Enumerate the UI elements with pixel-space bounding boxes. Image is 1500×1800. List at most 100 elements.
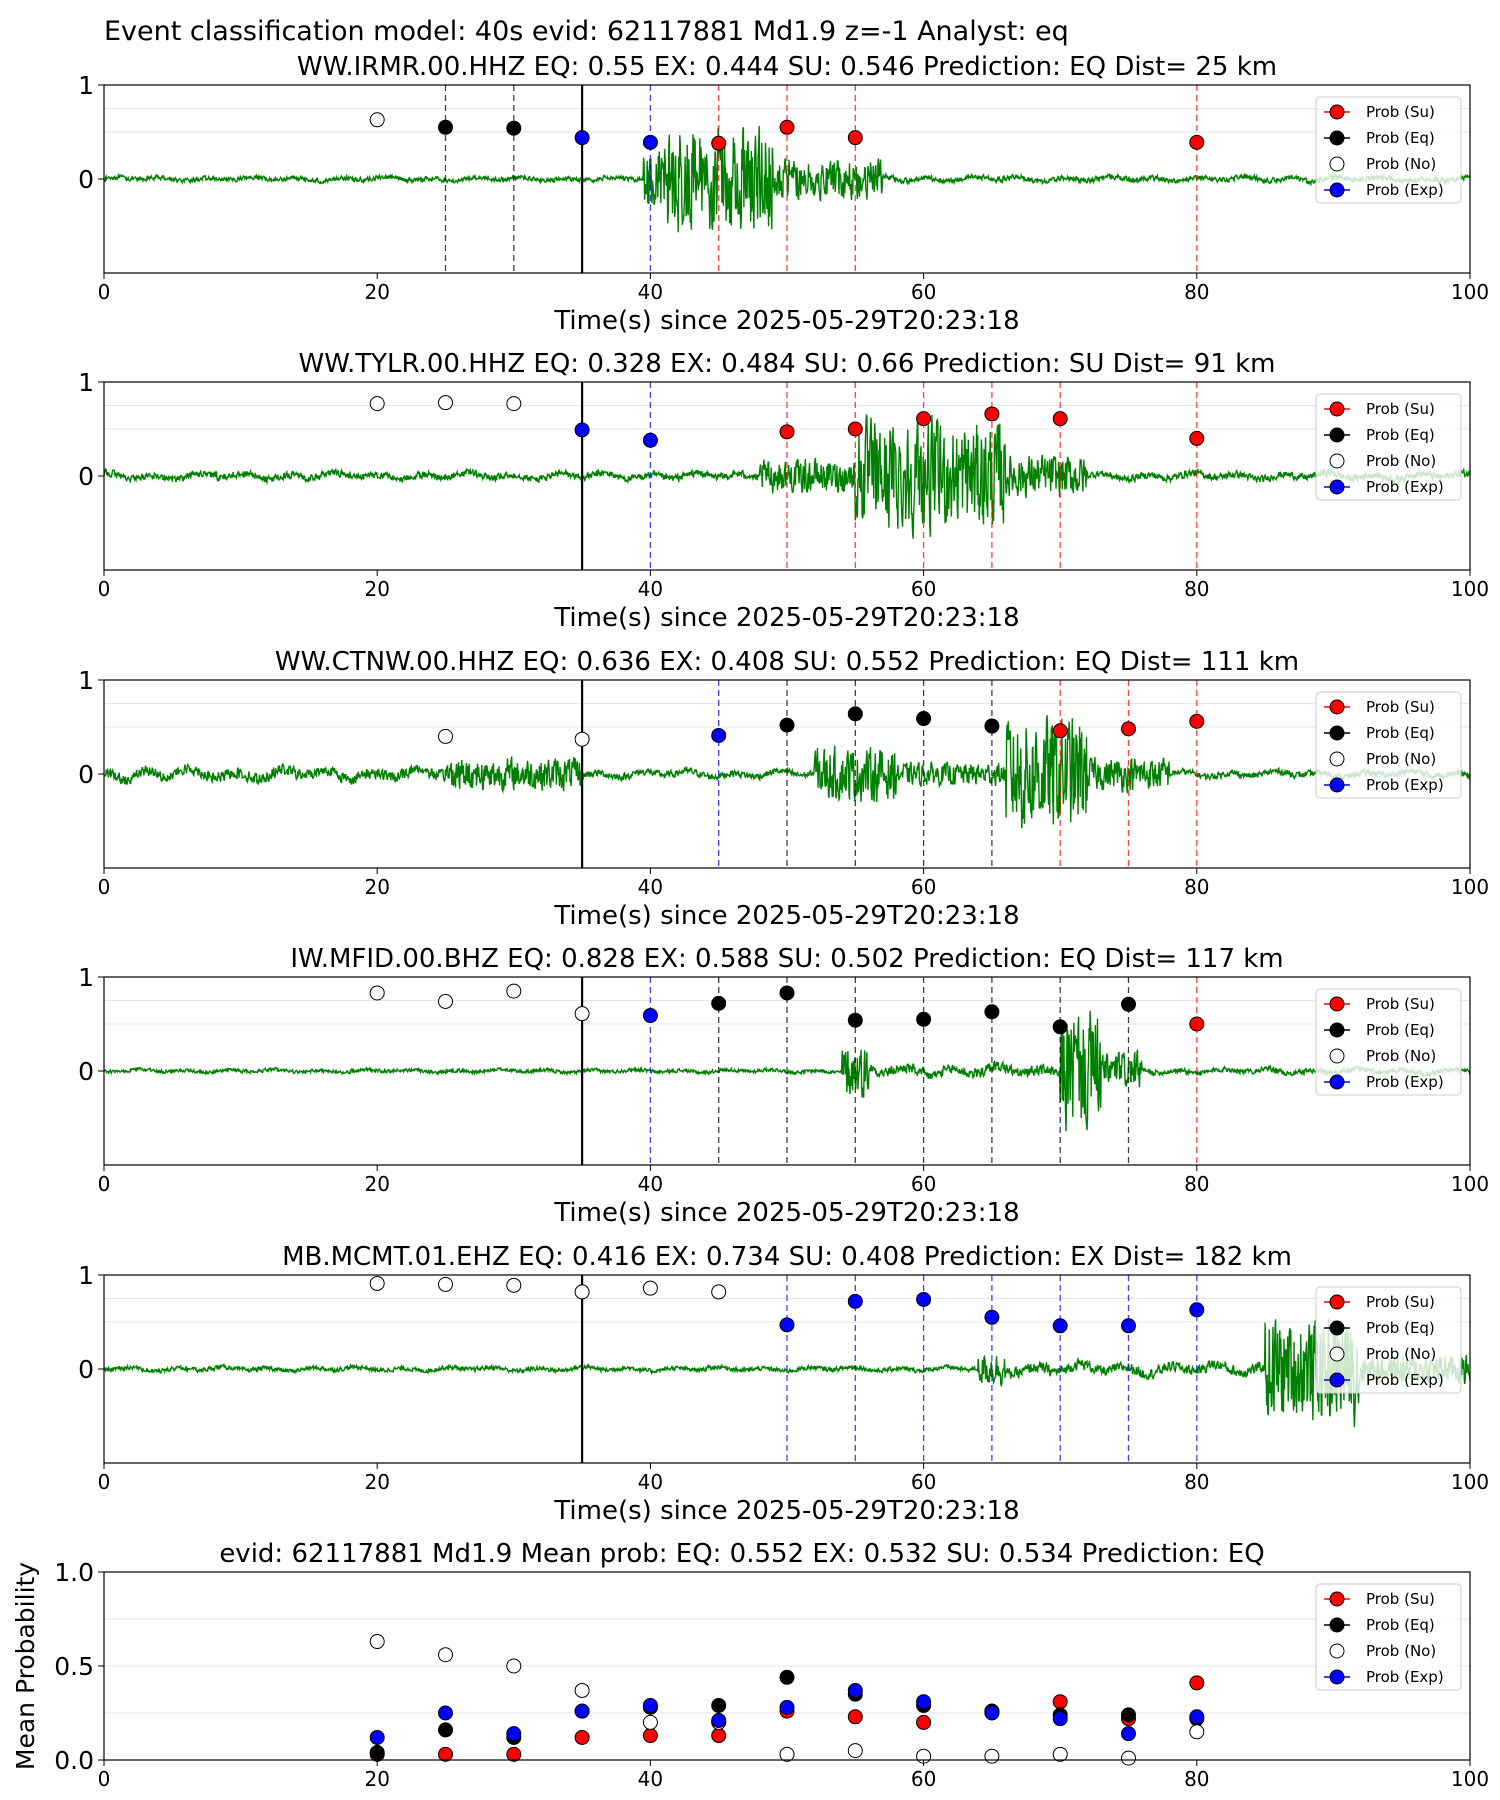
- legend-box: [1315, 691, 1462, 799]
- x-tick-label: 60: [911, 875, 936, 899]
- legend-marker-exp: [1329, 1669, 1345, 1685]
- mean-marker-eq: [779, 1669, 795, 1685]
- prob-marker-eq: [506, 120, 522, 136]
- x-tick-label: 20: [364, 280, 389, 304]
- mean-marker-exp: [779, 1699, 795, 1715]
- x-tick-label: 60: [911, 1767, 936, 1791]
- panel-4: IW.MFID.00.BHZ EQ: 0.828 EX: 0.588 SU: 0…: [78, 944, 1489, 1228]
- x-axis-label: Time(s) since 2025-05-29T20:23:18: [553, 1198, 1019, 1228]
- legend-label-su: Prob (Su): [1366, 698, 1435, 716]
- legend-label-no: Prob (No): [1366, 452, 1436, 470]
- prob-marker-eq: [847, 1012, 863, 1028]
- legend-marker-su: [1329, 699, 1345, 715]
- x-tick-label: 20: [364, 1172, 389, 1196]
- mean-marker-exp: [916, 1694, 932, 1710]
- mean-marker-eq: [1121, 1707, 1136, 1723]
- mean-marker-exp: [642, 1697, 658, 1713]
- legend-marker-su: [1329, 996, 1345, 1012]
- legend-label-no: Prob (No): [1366, 1047, 1436, 1065]
- y-tick-label: 0: [78, 1355, 94, 1384]
- legend-label-exp: Prob (Exp): [1366, 1073, 1444, 1091]
- legend-box: [1315, 988, 1462, 1096]
- legend-label-su: Prob (Su): [1366, 1590, 1435, 1608]
- prob-marker-eq: [916, 1011, 932, 1027]
- x-tick-label: 40: [638, 1172, 663, 1196]
- x-tick-label: 0: [98, 280, 111, 304]
- legend-marker-exp: [1329, 777, 1345, 793]
- mean-marker-eq: [369, 1744, 385, 1760]
- prob-marker-eq: [984, 1004, 1000, 1020]
- prob-marker-su: [984, 406, 1000, 422]
- prob-marker-eq: [711, 995, 727, 1011]
- mean-marker-no: [1052, 1746, 1068, 1762]
- y-tick-label: 1: [78, 666, 94, 695]
- x-tick-label: 40: [638, 1767, 663, 1791]
- prob-marker-no: [574, 1284, 590, 1300]
- prob-marker-su: [779, 119, 795, 135]
- legend-label-no: Prob (No): [1366, 1642, 1436, 1660]
- mean-marker-su: [574, 1729, 590, 1745]
- x-tick-label: 20: [364, 577, 389, 601]
- prob-marker-eq: [779, 985, 795, 1001]
- y-tick-label: 1: [78, 963, 94, 992]
- x-tick-label: 20: [364, 1767, 389, 1791]
- prob-marker-no: [506, 983, 522, 999]
- prob-marker-eq: [984, 718, 1000, 734]
- legend-marker-exp: [1329, 479, 1345, 495]
- prob-marker-su: [1052, 723, 1068, 739]
- mean-marker-exp: [847, 1682, 863, 1698]
- prob-marker-exp: [574, 422, 590, 438]
- legend-box: [1315, 96, 1462, 204]
- legend-label-eq: Prob (Eq): [1366, 1319, 1435, 1337]
- y-tick-label: 1.0: [54, 1558, 94, 1587]
- x-tick-label: 40: [638, 1470, 663, 1494]
- prob-marker-no: [438, 993, 453, 1009]
- panel-1: WW.IRMR.00.HHZ EQ: 0.55 EX: 0.444 SU: 0.…: [78, 52, 1489, 336]
- x-tick-label: 0: [98, 875, 111, 899]
- mean-marker-exp: [438, 1705, 453, 1721]
- legend-marker-exp: [1329, 182, 1345, 198]
- prob-marker-su: [779, 424, 795, 440]
- prob-marker-eq: [1121, 996, 1136, 1012]
- mean-marker-exp: [984, 1705, 1000, 1721]
- x-tick-label: 40: [638, 577, 663, 601]
- legend-marker-eq: [1329, 427, 1345, 443]
- x-tick-label: 20: [364, 1470, 389, 1494]
- mean-marker-su: [642, 1728, 658, 1744]
- panel-title: MB.MCMT.01.EHZ EQ: 0.416 EX: 0.734 SU: 0…: [282, 1242, 1292, 1272]
- mean-marker-no: [642, 1714, 658, 1730]
- mean-marker-exp: [369, 1729, 385, 1745]
- prob-marker-exp: [984, 1309, 1000, 1325]
- mean-marker-exp: [1189, 1709, 1205, 1725]
- prob-marker-no: [711, 1284, 727, 1300]
- prob-marker-no: [438, 1276, 453, 1292]
- panel-2: WW.TYLR.00.HHZ EQ: 0.328 EX: 0.484 SU: 0…: [78, 349, 1489, 633]
- y-tick-label: 0: [78, 165, 94, 194]
- prob-marker-su: [1189, 430, 1205, 446]
- panel-title: WW.TYLR.00.HHZ EQ: 0.328 EX: 0.484 SU: 0…: [299, 349, 1276, 379]
- legend-label-no: Prob (No): [1366, 1345, 1436, 1363]
- mean-marker-su: [1052, 1694, 1068, 1710]
- legend-marker-eq: [1329, 130, 1345, 146]
- panel-title: WW.IRMR.00.HHZ EQ: 0.55 EX: 0.444 SU: 0.…: [297, 52, 1277, 82]
- panel-5: MB.MCMT.01.EHZ EQ: 0.416 EX: 0.734 SU: 0…: [78, 1242, 1489, 1526]
- prob-marker-eq: [438, 119, 453, 135]
- panel-6: evid: 62117881 Md1.9 Mean prob: EQ: 0.55…: [11, 1539, 1489, 1791]
- panel-title: evid: 62117881 Md1.9 Mean prob: EQ: 0.55…: [219, 1539, 1264, 1569]
- legend-label-eq: Prob (Eq): [1366, 426, 1435, 444]
- x-tick-label: 80: [1184, 1470, 1209, 1494]
- mean-marker-exp: [574, 1703, 590, 1719]
- legend-label-exp: Prob (Exp): [1366, 478, 1444, 496]
- legend-label-eq: Prob (Eq): [1366, 1616, 1435, 1634]
- legend-marker-su: [1329, 104, 1345, 120]
- mean-marker-exp: [1052, 1711, 1068, 1727]
- mean-marker-exp: [1121, 1726, 1136, 1742]
- prob-marker-no: [369, 985, 385, 1001]
- prob-marker-exp: [1052, 1318, 1068, 1334]
- legend-label-su: Prob (Su): [1366, 995, 1435, 1013]
- prob-marker-su: [1189, 713, 1205, 729]
- prob-marker-no: [438, 728, 453, 744]
- prob-marker-eq: [847, 706, 863, 722]
- legend-marker-su: [1329, 1591, 1345, 1607]
- prob-marker-no: [574, 1006, 590, 1022]
